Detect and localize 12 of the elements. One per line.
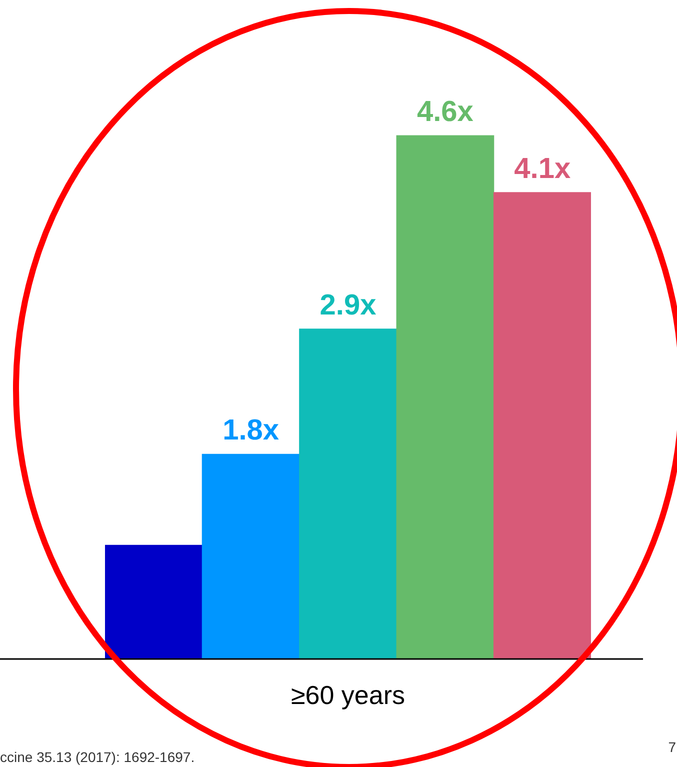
x-axis-title: ≥60 years xyxy=(291,680,405,710)
data-label: 4.1x xyxy=(514,152,571,185)
data-label: 2.9x xyxy=(320,289,376,322)
data-label: 1.8x xyxy=(222,414,280,447)
bar xyxy=(105,544,203,659)
bar xyxy=(299,328,397,659)
text: ccine 35.13 (2017): 1692-1697. xyxy=(0,749,195,765)
bar xyxy=(493,192,591,659)
bar xyxy=(396,135,494,659)
data-label: 4.6x xyxy=(416,96,474,128)
bar xyxy=(202,454,300,659)
text: 7 xyxy=(668,739,676,755)
